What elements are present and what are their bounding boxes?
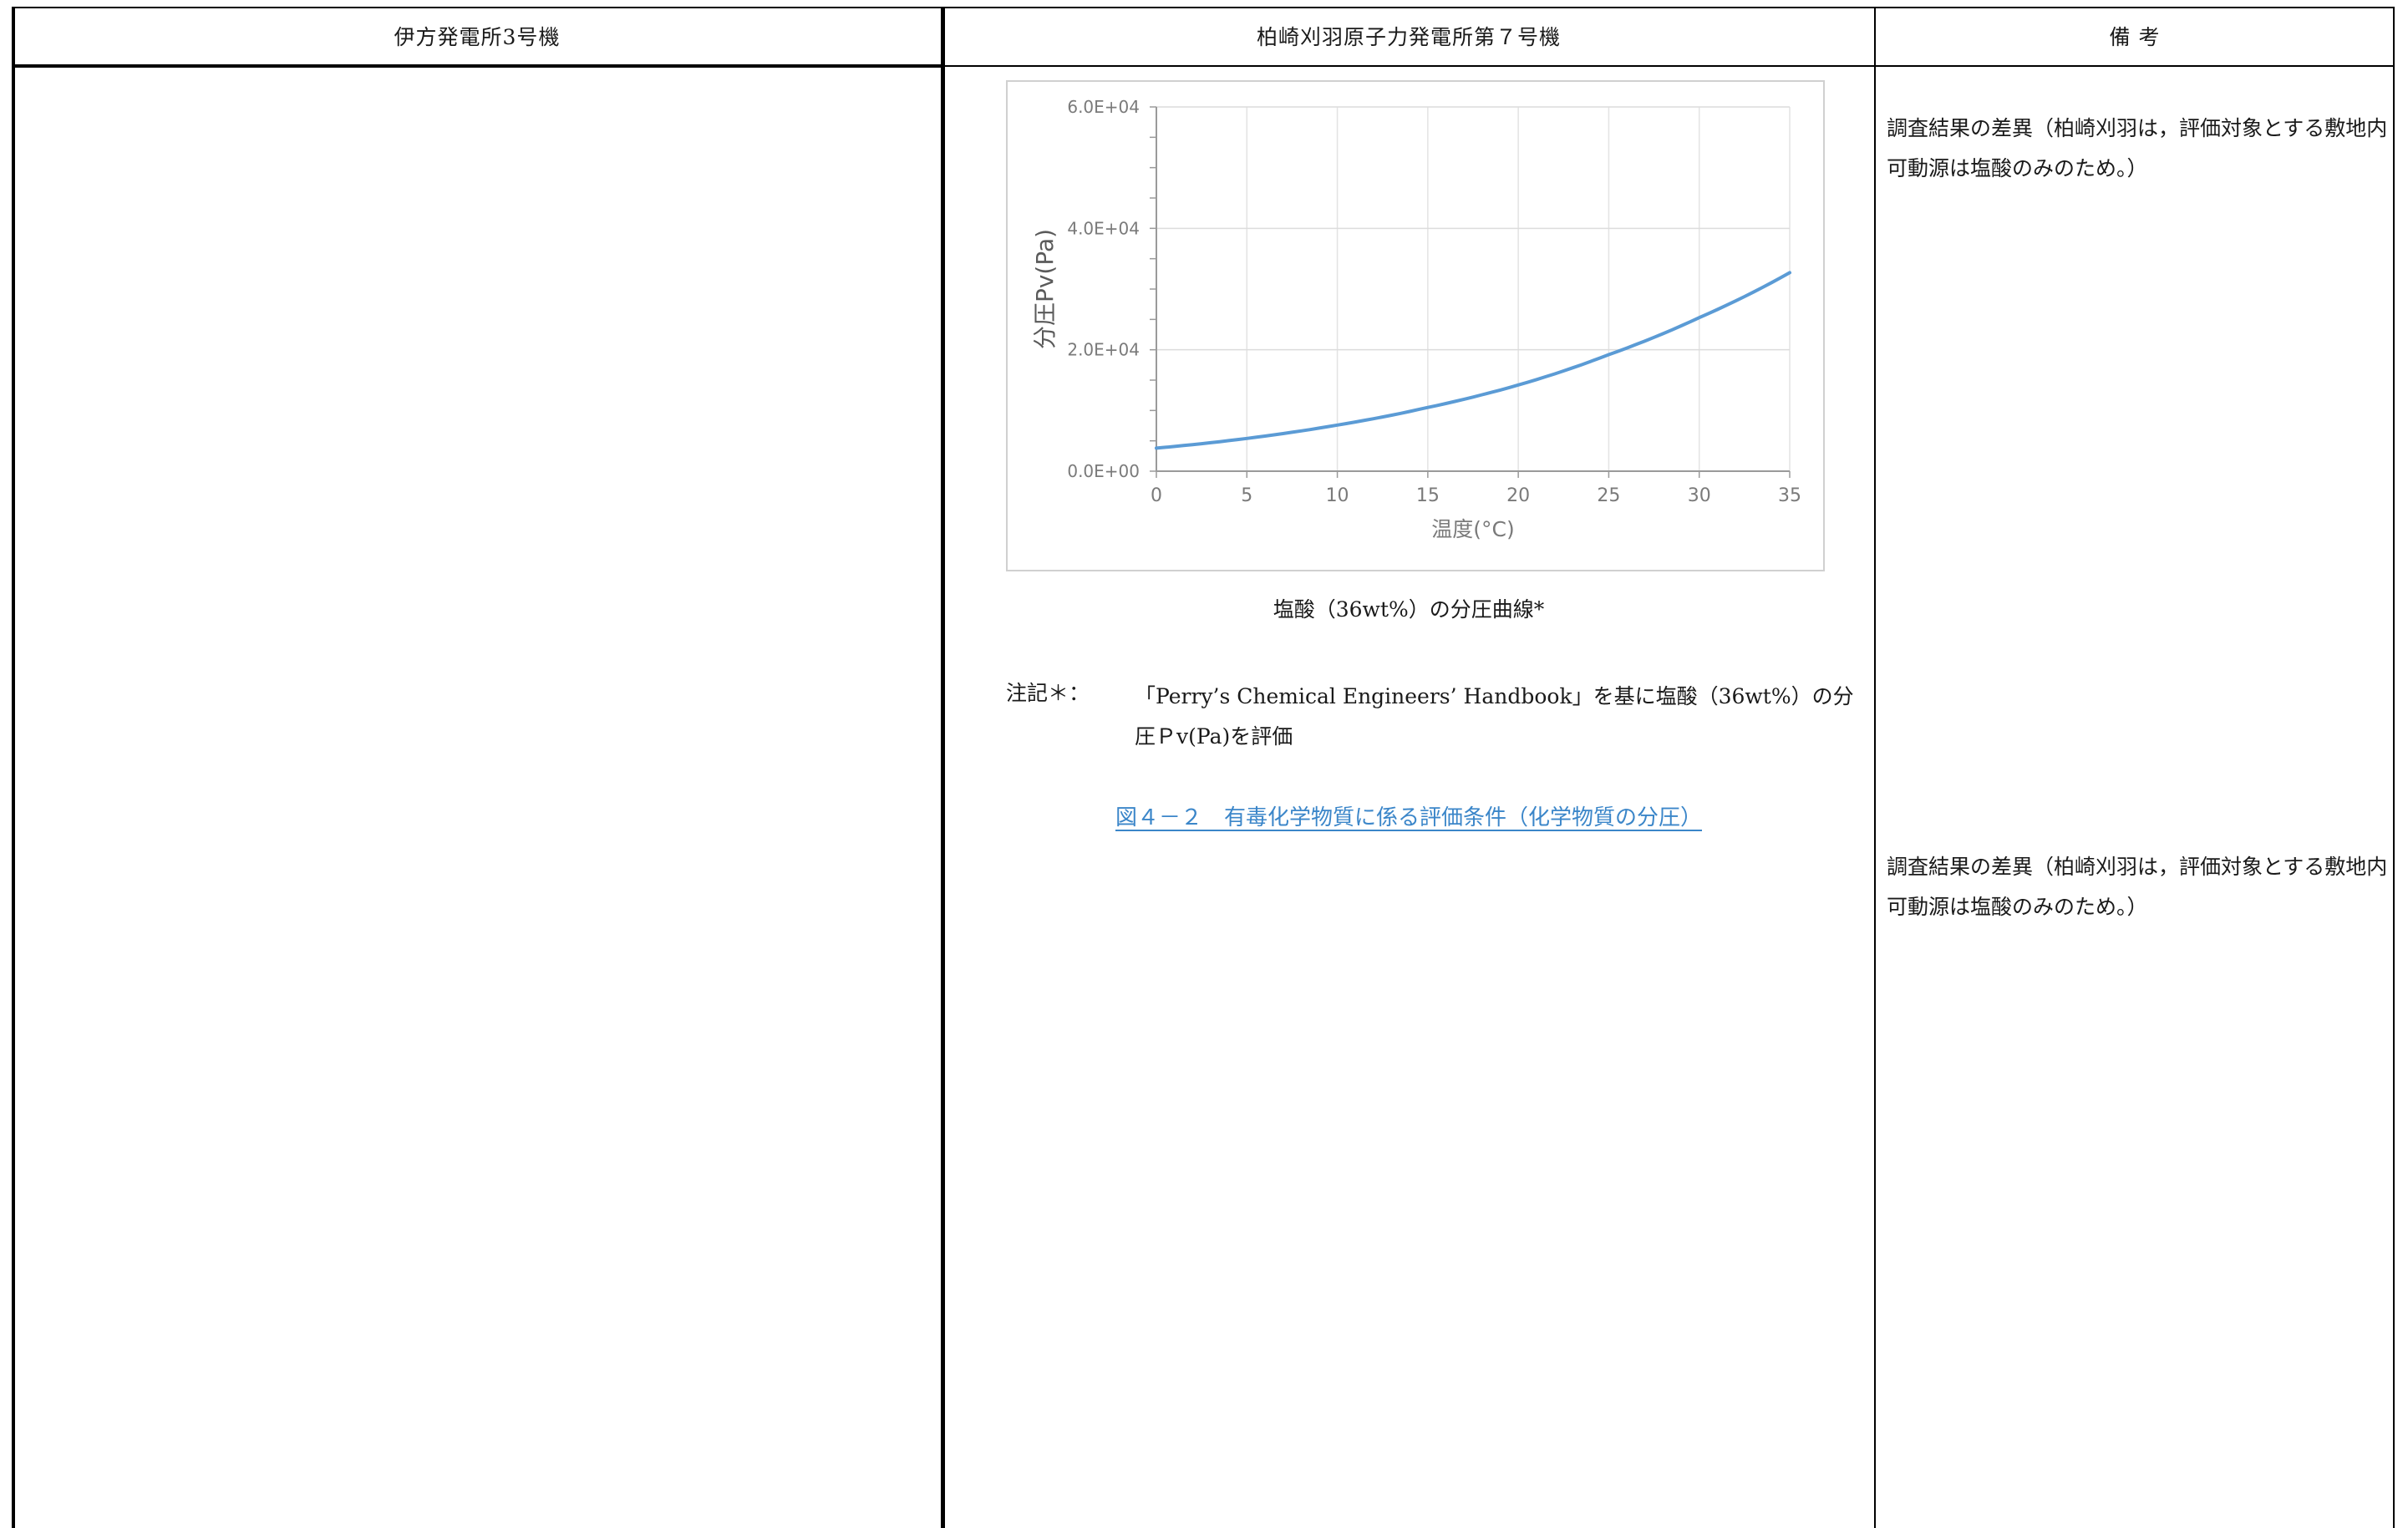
header-bottom-border-right <box>942 65 2395 67</box>
header-ikata-unit3: 伊方発電所3号機 <box>394 25 561 49</box>
remark-1: 調査結果の差異（柏崎刈羽は，評価対象とする敷地内可動源は塩酸のみのため。） <box>1887 116 2388 180</box>
column-divider-2 <box>1874 7 1876 1528</box>
x-tick-label: 5 <box>1241 485 1252 506</box>
y-tick-label: 6.0E+04 <box>1067 97 1140 117</box>
x-tick-label: 0 <box>1151 485 1162 506</box>
table-left-border <box>12 7 15 1528</box>
figure-title-link[interactable]: 図４－２ 有毒化学物質に係る評価条件（化学物質の分圧） <box>942 800 1875 831</box>
series-line <box>1155 271 1791 450</box>
y-tick-label: 0.0E+00 <box>1067 461 1140 481</box>
chart-caption: 塩酸（36wt%）の分圧曲線* <box>1273 597 1545 622</box>
table-right-border <box>2393 7 2395 1528</box>
note-text: 「Perry’s Chemical Engineers’ Handbook」を基… <box>1135 684 1854 749</box>
note-label: 注記＊： <box>1006 681 1090 705</box>
header-remarks: 備 考 <box>2109 25 2161 49</box>
remark-2: 調査結果の差異（柏崎刈羽は，評価対象とする敷地内可動源は塩酸のみのため。） <box>1887 855 2388 919</box>
x-tick-label: 25 <box>1597 485 1620 506</box>
figure-title-text: 図４－２ 有毒化学物質に係る評価条件（化学物質の分圧） <box>1115 805 1702 830</box>
chart-svg: 0 5 10 15 20 25 30 35 0.0E+00 2.0E+04 4.0E+04 6.0E+… <box>1031 97 1801 541</box>
x-tick-label: 10 <box>1326 485 1349 506</box>
y-tick-label: 2.0E+04 <box>1067 340 1140 360</box>
x-tick-label: 30 <box>1688 485 1711 506</box>
partial-pressure-chart: 0 5 10 15 20 25 30 35 0.0E+00 2.0E+04 4.0E+04 6.0E+… <box>1006 80 1825 571</box>
x-tick-label: 35 <box>1778 485 1801 506</box>
header-kashiwazaki-unit7: 柏崎刈羽原子力発電所第７号機 <box>1256 25 1561 49</box>
y-axis-title: 分圧Pv(Pa) <box>1031 229 1059 349</box>
table-top-border <box>12 7 2395 8</box>
x-tick-label: 15 <box>1416 485 1440 506</box>
column-divider-1 <box>941 7 945 1528</box>
x-axis-title: 温度(°C) <box>1431 517 1514 541</box>
x-tick-label: 20 <box>1506 485 1530 506</box>
header-bottom-border <box>12 64 942 68</box>
y-tick-label: 4.0E+04 <box>1067 218 1140 238</box>
